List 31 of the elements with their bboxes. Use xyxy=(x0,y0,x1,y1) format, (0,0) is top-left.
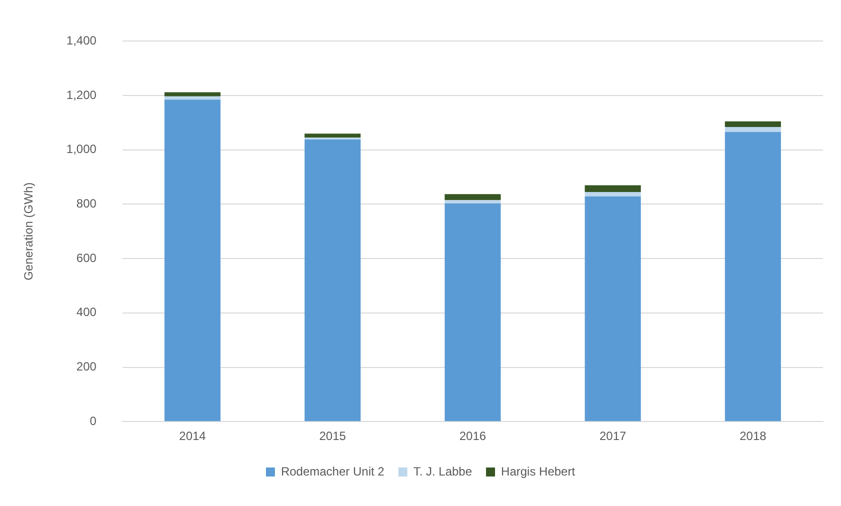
x-tick-label: 2014 xyxy=(179,429,206,444)
y-tick-label: 0 xyxy=(90,414,97,428)
legend-label: Hargis Hebert xyxy=(501,464,576,478)
y-tick-label: 1,000 xyxy=(66,142,97,156)
bar xyxy=(724,132,781,422)
bar xyxy=(444,203,501,422)
legend-label: T. J. Labbe xyxy=(413,464,472,478)
bar xyxy=(724,121,781,128)
x-tick-label: 2018 xyxy=(740,429,767,444)
y-tick-label: 1,200 xyxy=(66,88,97,102)
legend-label: Rodemacher Unit 2 xyxy=(280,464,385,478)
bar xyxy=(164,100,221,422)
y-tick-label: 200 xyxy=(76,360,97,374)
bar xyxy=(164,96,221,100)
bar xyxy=(584,185,641,192)
y-axis-title: Generation (GWh) xyxy=(22,182,36,280)
y-tick-label: 1,400 xyxy=(66,34,97,48)
bar xyxy=(444,194,501,200)
x-tick-label: 2016 xyxy=(459,429,486,444)
bar xyxy=(164,92,221,96)
bar xyxy=(444,200,501,204)
x-tick-label: 2015 xyxy=(319,429,346,444)
bar xyxy=(584,196,641,422)
bar xyxy=(304,140,361,422)
y-tick-label: 800 xyxy=(76,196,97,211)
bar xyxy=(304,134,361,138)
x-tick-label: 2017 xyxy=(599,429,626,444)
y-tick-label: 400 xyxy=(76,305,97,320)
bar xyxy=(584,192,641,196)
bar xyxy=(724,127,781,132)
y-tick-label: 600 xyxy=(76,250,97,265)
